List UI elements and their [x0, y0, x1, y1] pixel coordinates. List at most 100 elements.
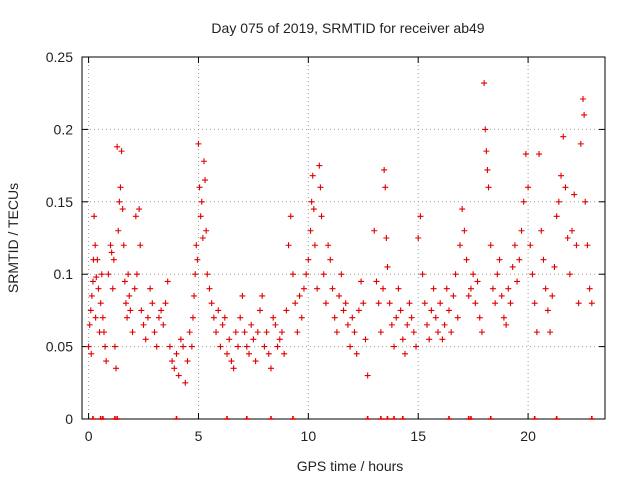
- axis-ticks: 0 0.05 0.1 0.15 0.2 0.25 0 5 10 15 20: [46, 49, 605, 444]
- data-point: [362, 336, 369, 343]
- data-point: [415, 235, 422, 241]
- data-point: [186, 329, 193, 336]
- data-point: [360, 300, 367, 307]
- data-point: [278, 329, 285, 336]
- data-point: [86, 321, 93, 328]
- data-point: [349, 314, 356, 321]
- data-point: [307, 227, 314, 234]
- data-point: [553, 213, 560, 220]
- data-point: [213, 329, 220, 336]
- data-point: [309, 172, 316, 179]
- data-point: [109, 285, 116, 292]
- data-point: [571, 191, 578, 198]
- data-point: [235, 343, 242, 350]
- data-point: [208, 300, 215, 307]
- rug-marker: [553, 416, 560, 420]
- rug-marker: [364, 416, 371, 420]
- data-point: [119, 206, 126, 213]
- data-point: [514, 278, 521, 285]
- data-point: [443, 285, 450, 292]
- y-tick-label: 0.2: [54, 121, 74, 137]
- data-point: [122, 300, 129, 307]
- data-point: [272, 321, 279, 328]
- data-point: [177, 336, 184, 343]
- data-point: [202, 177, 209, 184]
- chart-title: Day 075 of 2019, SRMTID for receiver ab4…: [211, 20, 484, 36]
- data-point: [120, 242, 127, 249]
- y-tick-label: 0.05: [46, 339, 73, 355]
- data-point: [472, 300, 479, 307]
- data-point: [164, 278, 171, 285]
- data-point: [97, 300, 104, 307]
- data-point: [180, 343, 187, 350]
- data-point: [133, 271, 140, 278]
- data-point: [320, 271, 327, 278]
- data-point: [116, 198, 123, 205]
- data-point: [285, 242, 292, 249]
- data-point: [92, 314, 99, 321]
- data-point: [121, 278, 128, 285]
- y-tick-label: 0.15: [46, 194, 73, 210]
- data-point: [137, 242, 144, 249]
- data-point: [395, 285, 402, 292]
- data-point: [199, 235, 206, 241]
- data-point: [283, 307, 290, 314]
- data-point: [347, 343, 354, 350]
- data-point: [584, 242, 591, 249]
- data-point: [221, 314, 228, 321]
- rug-marker: [384, 416, 391, 420]
- data-point: [193, 242, 200, 249]
- data-point: [88, 350, 95, 357]
- rug-marker: [289, 416, 296, 420]
- data-point: [131, 285, 138, 292]
- data-point: [296, 292, 303, 299]
- data-point: [300, 285, 307, 292]
- data-point: [430, 285, 437, 292]
- data-point: [155, 314, 162, 321]
- data-point: [88, 292, 95, 299]
- data-point: [93, 274, 100, 281]
- data-point: [206, 285, 213, 292]
- data-point: [138, 307, 145, 314]
- data-point: [243, 343, 250, 350]
- data-point: [474, 278, 481, 285]
- data-point: [132, 213, 139, 220]
- data-point: [200, 158, 207, 165]
- y-tick-label: 0.25: [46, 49, 73, 65]
- rug-marker: [99, 416, 106, 420]
- data-point: [516, 256, 523, 263]
- data-point: [454, 314, 461, 321]
- data-point: [399, 336, 406, 343]
- data-point: [413, 343, 420, 350]
- x-tick-label: 5: [195, 428, 203, 444]
- rug-marker: [531, 416, 538, 420]
- data-point: [87, 307, 94, 314]
- data-point: [196, 184, 203, 191]
- plot-frame: [81, 56, 606, 420]
- data-point: [371, 227, 378, 234]
- data-point: [276, 336, 283, 343]
- data-point: [224, 350, 231, 357]
- data-point: [250, 336, 257, 343]
- data-point: [569, 227, 576, 234]
- data-point: [448, 329, 455, 336]
- data-point: [452, 271, 459, 278]
- data-point: [450, 292, 457, 299]
- data-point: [325, 242, 332, 249]
- data-point: [149, 300, 156, 307]
- data-point: [144, 314, 151, 321]
- y-tick-label: 0.1: [54, 266, 74, 282]
- data-point: [484, 166, 491, 173]
- data-point: [259, 292, 266, 299]
- x-tick-label: 0: [85, 428, 93, 444]
- data-point: [507, 300, 514, 307]
- data-point: [252, 358, 259, 365]
- data-point: [226, 336, 233, 343]
- data-point: [166, 343, 173, 350]
- data-point: [383, 235, 390, 241]
- data-point: [265, 350, 272, 357]
- data-point: [586, 285, 593, 292]
- data-point: [267, 365, 274, 372]
- rug-marker: [89, 416, 96, 420]
- data-point: [85, 343, 92, 350]
